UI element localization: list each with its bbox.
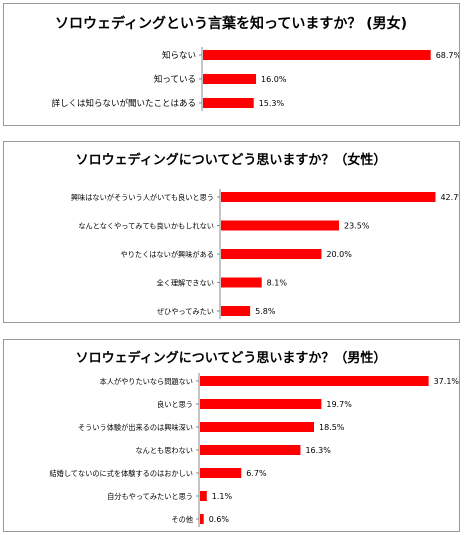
value-label: 1.1% (212, 492, 233, 501)
bar (203, 74, 257, 84)
bar (203, 50, 431, 60)
bar (221, 277, 262, 288)
value-label: 19.7% (326, 400, 352, 409)
bar (221, 192, 436, 202)
chart-title: ソロウェディングについてどう思いますか？（女性） (76, 152, 387, 168)
bar (200, 376, 429, 386)
bar (203, 98, 254, 108)
bar (200, 445, 301, 455)
category-label: 興味はないがそういう人がいても良いと思う (71, 193, 214, 202)
value-label: 18.5% (319, 423, 345, 432)
category-label: 本人がやりたいなら問題ない (100, 377, 193, 386)
category-label: ぜひやってみたい (157, 307, 214, 316)
chart-panel-female: ソロウェディングについてどう思いますか？（女性） 興味はないがそういう人がいても良… (3, 141, 460, 323)
category-label: 全く理解できない (156, 279, 214, 288)
value-label: 16.3% (305, 446, 331, 455)
value-label: 42.7% (440, 193, 459, 202)
bar (221, 220, 340, 231)
category-label: 詳しくは知らないが聞いたことはある (51, 98, 196, 109)
category-label: 知らない (162, 50, 196, 61)
chart-title: ソロウェディングという言葉を知っていますか？ (男女) (55, 15, 407, 32)
category-label: 自分もやってみたいと思う (107, 492, 193, 501)
chart-panel-male: ソロウェディングについてどう思いますか？（男性） 本人がやりたいなら問題ない 37.… (3, 339, 460, 532)
chart-male-opinion: ソロウェディングについてどう思いますか？（男性） 本人がやりたいなら問題ない 37.… (49, 350, 459, 527)
value-label: 20.0% (326, 250, 352, 259)
category-label: 良いと思う (157, 400, 193, 409)
value-label: 16.0% (261, 75, 287, 84)
chart-title: ソロウェディングについてどう思いますか？（男性） (76, 350, 387, 366)
value-label: 8.1% (267, 279, 288, 288)
category-label: そういう体験が出来るのは興味深い (78, 423, 193, 432)
value-label: 68.7% (436, 51, 459, 60)
bar (200, 468, 242, 478)
value-label: 5.8% (255, 307, 276, 316)
value-label: 23.5% (344, 222, 370, 231)
category-label: 知っている (154, 74, 196, 85)
bar (221, 306, 251, 316)
bar (200, 514, 204, 524)
bar (200, 422, 314, 432)
bar (200, 399, 322, 409)
value-label: 37.1% (434, 377, 459, 386)
category-label: その他 (171, 515, 193, 524)
value-label: 15.3% (259, 99, 285, 108)
chart-awareness: ソロウェディングという言葉を知っていますか？ (男女) 知らない 68.7% 知ってい… (51, 15, 459, 111)
value-label: 6.7% (246, 469, 267, 478)
bar (221, 249, 322, 259)
category-label: なんとなくやってみても良いかもしれない (78, 222, 214, 231)
chart-female-opinion: ソロウェディングについてどう思いますか？（女性） 興味はないがそういう人がいても良… (71, 152, 459, 319)
category-label: やりたくはないが興味がある (121, 250, 214, 259)
category-label: なんとも思わない (135, 446, 193, 455)
bar (200, 491, 207, 501)
value-label: 0.6% (209, 515, 230, 524)
chart-panel-awareness: ソロウェディングという言葉を知っていますか？ (男女) 知らない 68.7% 知ってい… (3, 3, 460, 126)
category-label: 結婚してないのに式を体験するのはおかしい (49, 469, 193, 478)
